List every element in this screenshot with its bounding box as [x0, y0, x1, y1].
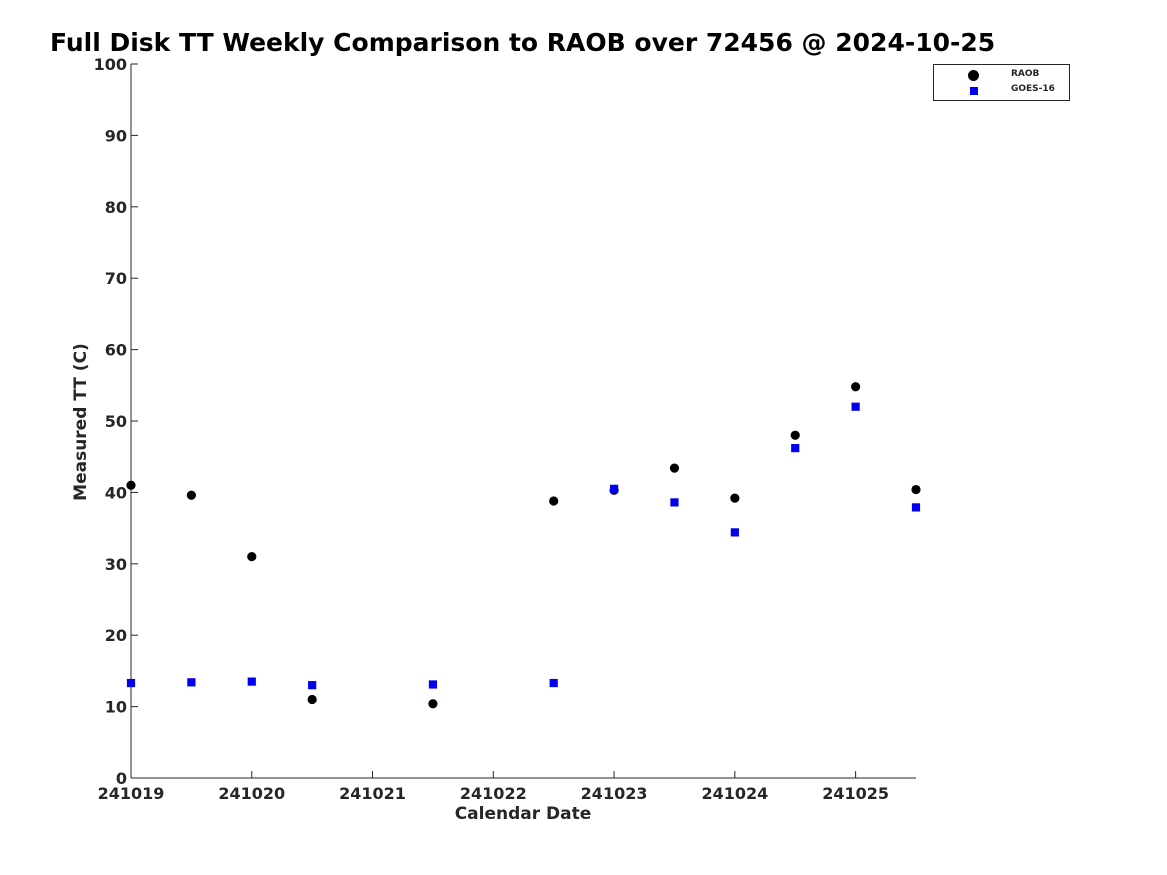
- data-point-goes-16: [851, 402, 860, 411]
- y-tick-label: 50: [105, 412, 127, 431]
- data-point-goes-16: [791, 444, 800, 453]
- legend-label-goes16: GOES-16: [1011, 84, 1055, 94]
- data-point-goes-16: [549, 678, 558, 688]
- data-point-raob: [790, 430, 800, 440]
- data-point-goes-16: [187, 678, 196, 687]
- data-point-goes-16: [609, 484, 619, 493]
- y-tick-label: 30: [105, 555, 127, 574]
- data-point-raob: [730, 493, 740, 503]
- data-point-raob: [911, 484, 921, 495]
- legend-entry-goes16: GOES-16: [934, 83, 1069, 99]
- data-point-goes-16: [670, 498, 679, 507]
- x-tick-label: 241022: [460, 784, 527, 803]
- x-tick-label: 241024: [701, 784, 768, 803]
- data-point-raob: [851, 382, 861, 392]
- legend-entry-raob: RAOB: [934, 68, 1069, 84]
- x-tick-label: 241025: [822, 784, 889, 803]
- chart-title: Full Disk TT Weekly Comparison to RAOB o…: [50, 28, 996, 57]
- data-point-raob: [186, 490, 196, 500]
- y-tick-label: 90: [105, 126, 127, 145]
- y-tick-label: 80: [105, 198, 127, 217]
- x-tick-label: 241020: [218, 784, 285, 803]
- y-tick-label: 100: [94, 55, 127, 74]
- x-tick-label: 241021: [339, 784, 406, 803]
- y-tick-label: 60: [105, 341, 127, 360]
- data-point-raob: [307, 694, 317, 705]
- data-point-goes-16: [308, 681, 317, 690]
- x-axis-label: Calendar Date: [454, 804, 592, 824]
- y-tick-label: 70: [105, 269, 127, 288]
- y-axis-label: Measured TT (C): [71, 343, 91, 501]
- data-point-raob: [428, 699, 438, 709]
- data-point-goes-16: [126, 678, 136, 688]
- legend-marker-goes16: [970, 87, 978, 95]
- legend: RAOB GOES-16: [933, 64, 1070, 101]
- y-tick-label: 10: [105, 698, 127, 717]
- data-point-goes-16: [247, 677, 256, 686]
- data-point-raob: [126, 480, 136, 490]
- data-point-goes-16: [428, 680, 438, 689]
- data-point-goes-16: [730, 528, 739, 537]
- y-tick-label: 0: [116, 769, 127, 788]
- data-point-raob: [669, 463, 680, 473]
- legend-label-raob: RAOB: [1011, 69, 1040, 79]
- data-point-goes-16: [911, 503, 921, 512]
- data-point-raob: [247, 552, 257, 562]
- data-point-raob: [549, 496, 559, 506]
- x-tick-label: 241019: [98, 784, 165, 803]
- y-tick-label: 20: [105, 626, 127, 645]
- x-tick-label: 241023: [581, 784, 648, 803]
- legend-marker-raob: [968, 70, 979, 81]
- y-tick-label: 40: [105, 483, 127, 502]
